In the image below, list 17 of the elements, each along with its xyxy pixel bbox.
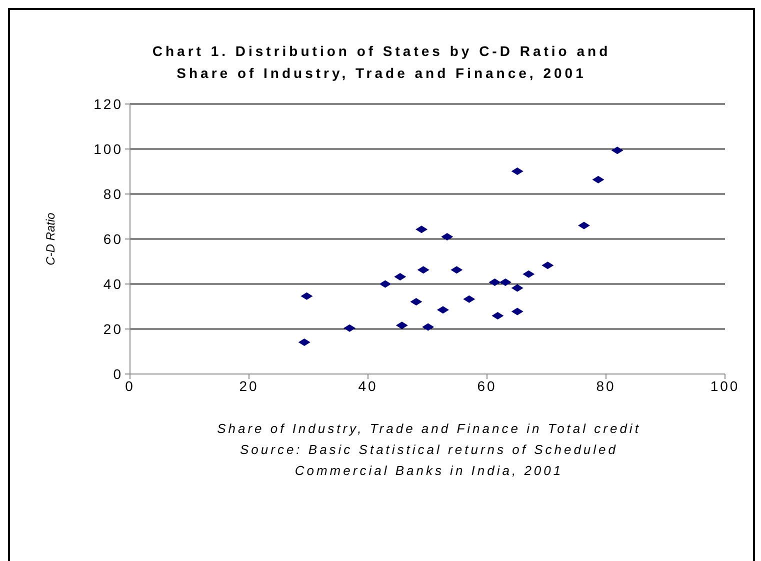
x-axis-title: Share of Industry, Trade and Finance in Total credit <box>216 420 642 438</box>
x-tick-label: 60 <box>477 378 497 394</box>
x-tick-label: 0 <box>125 378 135 394</box>
chart-title: Chart 1. Distribution of States by C-D Ratio and Share of Industry, Trade and Finance, 2001 <box>151 42 612 83</box>
y-tick-label: 20 <box>103 320 123 337</box>
y-tick-label: 80 <box>103 186 123 202</box>
x-tick-label: 20 <box>239 378 259 394</box>
y-tick-label: 120 <box>94 96 123 112</box>
source-note: Source: Basic Statistical returns of Scheduled Commercial Banks in India, 2001 <box>238 441 620 480</box>
y-tick-label: 0 <box>113 366 123 382</box>
y-tick-label: 40 <box>103 276 123 292</box>
y-tick-label: 100 <box>94 140 123 157</box>
x-tick-label: 80 <box>596 378 616 394</box>
x-tick-label: 100 <box>710 378 740 394</box>
x-tick-label: 40 <box>358 378 378 394</box>
y-axis-title: C-D Ratio <box>43 212 58 266</box>
y-tick-label: 60 <box>103 230 123 247</box>
